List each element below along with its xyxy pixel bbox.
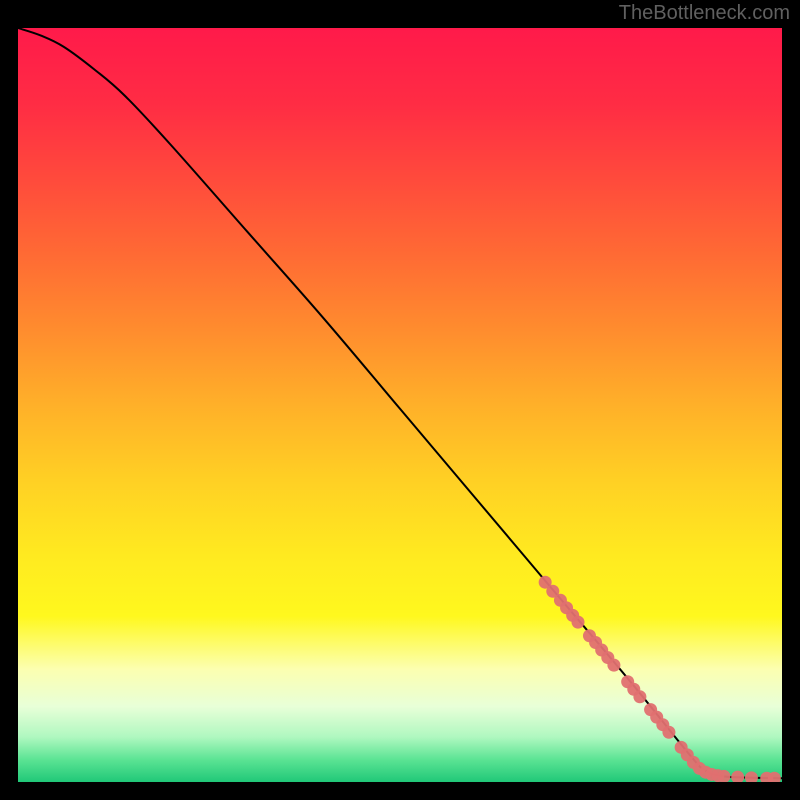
chart-plot-area: [18, 28, 782, 782]
attribution-text: TheBottleneck.com: [619, 2, 790, 25]
data-marker: [731, 771, 744, 782]
bottleneck-curve: [18, 28, 782, 778]
chart-line-layer: [18, 28, 782, 782]
data-marker: [607, 659, 620, 672]
data-marker: [572, 616, 585, 629]
data-marker: [745, 771, 758, 782]
data-marker: [633, 690, 646, 703]
data-marker: [662, 726, 675, 739]
data-markers: [539, 576, 781, 782]
